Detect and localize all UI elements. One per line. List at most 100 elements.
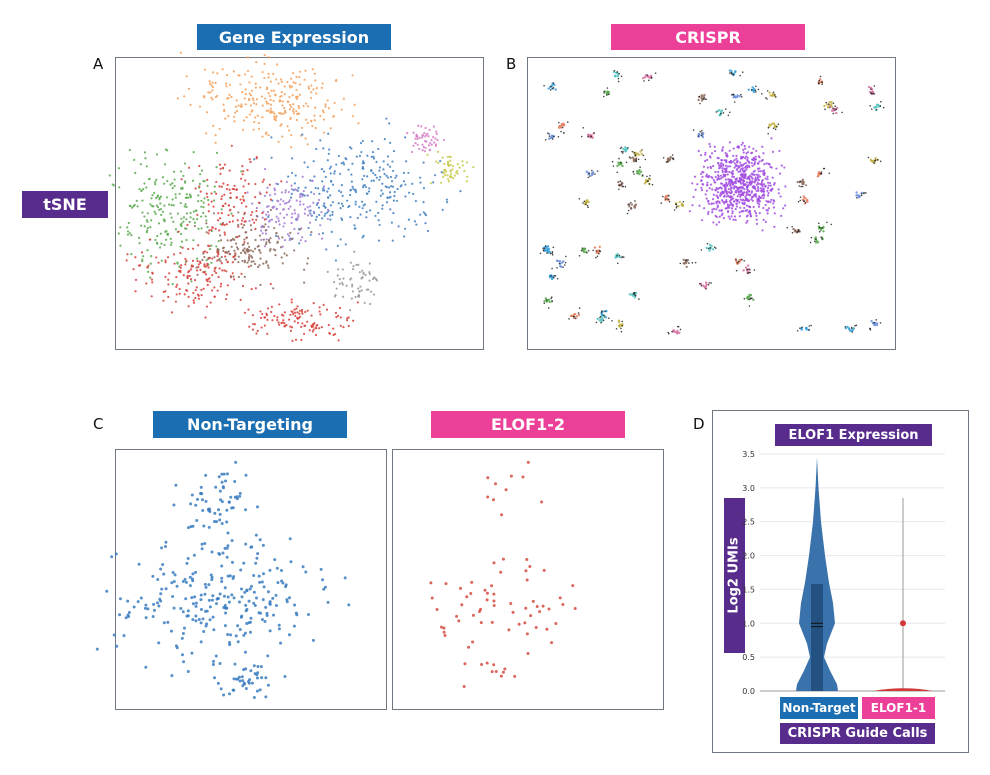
- scatter-b-point: [691, 182, 694, 185]
- scatter-b-point: [728, 204, 731, 207]
- scatter-b-point: [616, 262, 619, 265]
- scatter-b-point: [784, 185, 787, 188]
- scatter-a-point: [433, 174, 437, 177]
- scatter-a-point: [288, 238, 291, 242]
- scatter-a-point: [287, 190, 290, 194]
- scatter-c-left-point: [190, 577, 194, 581]
- scatter-b-point: [640, 152, 643, 156]
- scatter-b-point: [735, 185, 738, 188]
- scatter-b-point: [706, 181, 709, 184]
- scatter-a-point: [315, 147, 318, 151]
- scatter-b-point: [801, 185, 804, 188]
- scatter-b-point: [716, 191, 720, 194]
- scatter-a-point: [164, 290, 167, 293]
- scatter-b-point: [735, 95, 739, 99]
- scatter-a-point: [321, 109, 325, 112]
- scatter-a-point: [329, 127, 332, 130]
- scatter-b-point: [641, 76, 645, 80]
- scatter-c-right-point: [501, 670, 505, 674]
- scatter-a-point: [299, 70, 302, 73]
- scatter-b-point: [744, 195, 747, 198]
- scatter-c-left-point: [189, 502, 193, 506]
- scatter-a-point: [365, 216, 368, 219]
- scatter-a-point: [374, 173, 377, 177]
- scatter-a-point: [408, 191, 411, 194]
- scatter-a-point: [213, 185, 216, 188]
- scatter-b-point: [616, 71, 619, 73]
- scatter-a-point: [243, 247, 246, 250]
- scatter-b-point: [714, 247, 717, 249]
- scatter-b-point: [804, 201, 807, 204]
- scatter-c-right-point: [547, 607, 551, 611]
- scatter-b-point: [748, 305, 751, 307]
- scatter-b-point: [757, 88, 760, 91]
- scatter-b-point: [676, 205, 678, 208]
- scatter-b-point: [730, 73, 733, 75]
- scatter-c-left-point: [188, 584, 192, 588]
- scatter-b-point: [771, 122, 774, 125]
- scatter-b-point: [556, 277, 559, 280]
- scatter-c-left-point: [311, 638, 315, 642]
- scatter-a-point: [328, 167, 331, 170]
- scatter-a-point: [179, 223, 182, 226]
- scatter-a-point: [166, 256, 170, 259]
- scatter-a-point: [310, 191, 313, 194]
- scatter-c-left-point: [181, 580, 185, 584]
- scatter-b-point: [546, 245, 550, 248]
- scatter-c-left-point: [225, 546, 229, 550]
- scatter-b-point: [547, 132, 549, 134]
- scatter-a-point: [327, 208, 330, 211]
- scatter-a-point: [273, 189, 277, 192]
- scatter-b-point: [855, 194, 858, 197]
- scatter-a-point: [226, 260, 229, 263]
- scatter-a-point: [172, 204, 175, 207]
- scatter-a-point: [146, 249, 149, 252]
- scatter-b-point: [547, 87, 550, 90]
- scatter-b-point: [651, 183, 654, 186]
- scatter-b-point: [549, 136, 552, 140]
- scatter-c-right-point: [499, 570, 503, 574]
- scatter-a-point: [416, 137, 419, 141]
- scatter-b-point: [744, 183, 747, 186]
- scatter-a-point: [243, 238, 246, 241]
- scatter-a-point: [165, 196, 169, 199]
- scatter-b-point: [550, 297, 552, 300]
- scatter-b-point: [735, 260, 738, 263]
- scatter-a-point: [223, 223, 226, 227]
- scatter-b-point: [591, 169, 593, 172]
- scatter-b-point: [720, 158, 723, 162]
- scatter-a-point: [264, 223, 267, 226]
- scatter-c-left-point: [222, 594, 226, 598]
- scatter-a-point: [176, 212, 179, 215]
- scatter-b-point: [727, 180, 731, 184]
- scatter-b-point: [874, 159, 877, 161]
- scatter-b-point: [851, 327, 853, 330]
- scatter-a-point: [330, 230, 333, 233]
- scatter-a-point: [255, 98, 259, 101]
- scatter-c-right-point: [494, 669, 498, 673]
- scatter-a-point: [246, 169, 249, 172]
- scatter-c-left-point: [252, 574, 256, 578]
- scatter-b-point: [632, 170, 635, 173]
- scatter-b-point: [870, 93, 873, 95]
- scatter-a-point: [352, 319, 355, 322]
- scatter-a-point: [187, 87, 191, 90]
- scatter-b-point: [562, 266, 564, 268]
- scatter-a-point: [158, 246, 162, 249]
- scatter-a-point: [192, 150, 195, 154]
- scatter-a-point: [294, 82, 297, 85]
- scatter-a-point: [230, 144, 233, 147]
- scatter-a-point: [237, 223, 240, 226]
- scatter-b-point: [642, 154, 645, 157]
- scatter-c-left-point: [151, 574, 155, 578]
- scatter-a-point: [252, 260, 255, 263]
- scatter-a-point: [119, 226, 122, 229]
- scatter-c-right-point: [524, 569, 528, 573]
- scatter-b-point: [580, 249, 583, 252]
- scatter-b-point: [730, 181, 733, 184]
- y-tick-label: 3.0: [742, 484, 755, 493]
- scatter-a-point: [199, 268, 202, 271]
- scatter-a-point: [295, 307, 298, 310]
- scatter-b-point: [700, 134, 703, 137]
- scatter-a-point: [356, 301, 359, 304]
